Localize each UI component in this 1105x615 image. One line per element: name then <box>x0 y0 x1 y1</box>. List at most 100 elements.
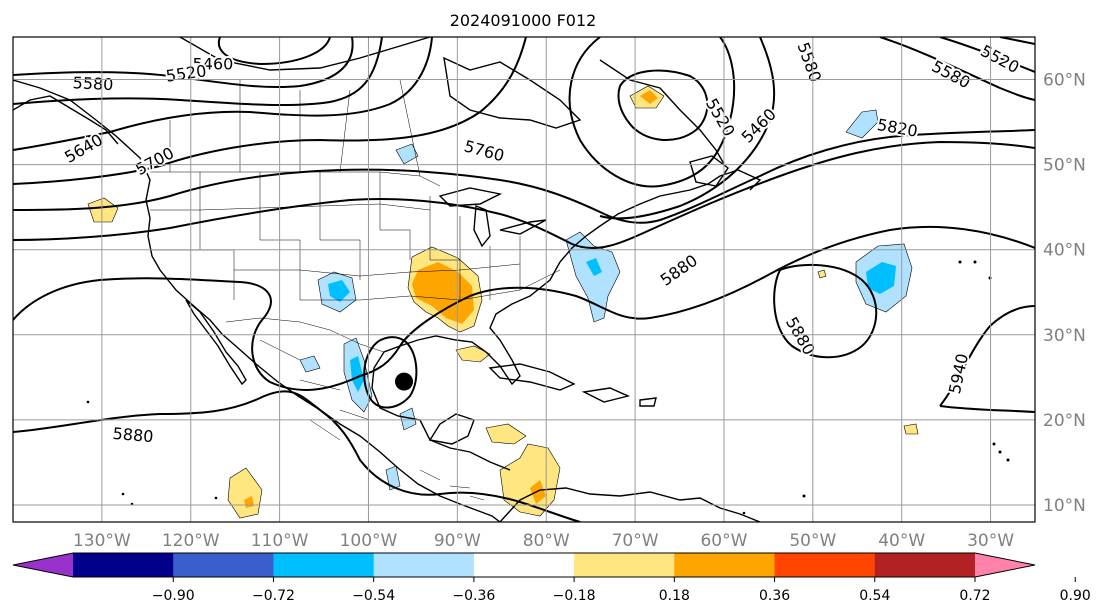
colorbar-segment <box>874 553 976 577</box>
shade-negative-northatlantic <box>845 109 879 139</box>
longitude-label: 30°W <box>967 531 1014 551</box>
contour-5640-a <box>13 37 433 151</box>
shade-positive-florida <box>455 345 491 363</box>
coastline-cuba <box>488 363 576 391</box>
coastline-hispaniola <box>581 387 631 403</box>
coastline-gulf <box>371 261 561 471</box>
latitude-label: 30°N <box>1043 326 1086 346</box>
longitude-label: 100°W <box>340 531 398 551</box>
contour-5940-b <box>939 405 1035 413</box>
shade-negative-quebec <box>395 143 419 165</box>
coastline-pacific <box>13 79 501 522</box>
contour-5880-b <box>773 263 878 359</box>
longitude-label: 130°W <box>73 531 131 551</box>
shade-negative-eastcoast-core <box>586 258 602 276</box>
contour-5580-b <box>599 37 776 220</box>
coastline-hudson <box>443 56 582 129</box>
shade-negative-mexico-core <box>350 356 364 392</box>
contour-5820-a <box>13 140 1035 250</box>
border-centralamerica <box>419 469 485 501</box>
shade-negative-eastcoast <box>565 231 621 323</box>
contour-5460-c <box>999 37 1035 45</box>
shade-negative-mexico-3 <box>399 407 417 431</box>
border-us-mexico <box>225 317 385 353</box>
colorbar-tick-label: 0.54 <box>859 588 890 604</box>
contour-storm <box>363 336 418 409</box>
latitude-labels: 10°N 20°N 30°N 40°N 50°N 60°N <box>1043 71 1086 516</box>
coastline-puertorico <box>639 397 657 407</box>
colorbar-tick-label: −0.18 <box>553 588 596 604</box>
contour-5580-c <box>879 37 1035 101</box>
contour-label: 5520 <box>165 61 208 85</box>
coastline-alaska <box>13 95 119 145</box>
coastline-newfoundland <box>689 155 729 187</box>
contour-5580-a <box>13 37 383 107</box>
colorbar-tick-label: 0.36 <box>759 588 790 604</box>
contour-5460-a <box>217 37 331 66</box>
colorbar-segment <box>574 553 675 577</box>
colorbar: −0.90 −0.72 −0.54 −0.36 −0.18 0.18 0.36 0.54 0.7… <box>12 552 1091 604</box>
island-dot <box>973 260 977 264</box>
contour-5520-b <box>568 37 736 188</box>
latitude-label: 60°N <box>1043 71 1086 91</box>
coastline-arctic <box>179 37 431 71</box>
colorbar-segment <box>774 553 876 577</box>
colorbar-tick-label: −0.54 <box>352 588 395 604</box>
latitude-label: 10°N <box>1043 496 1086 516</box>
shade-positive-southamerica <box>499 443 561 517</box>
colorbar-outline <box>12 552 1036 578</box>
colorbar-segment <box>273 553 375 577</box>
longitude-label: 90°W <box>434 531 481 551</box>
shade-positive-atlantic-small <box>903 423 919 435</box>
longitude-label: 50°W <box>789 531 836 551</box>
latitude-label: 20°N <box>1043 411 1086 431</box>
colorbar-tick-label: −0.36 <box>452 588 495 604</box>
colorbar-segment <box>373 553 475 577</box>
longitude-labels: 130°W 120°W 110°W 100°W 90°W 80°W 70°W 60°W 50°W… <box>73 531 1014 551</box>
colorbar-segment <box>73 553 174 577</box>
colorbar-tick-label: 0.90 <box>1060 588 1091 604</box>
latitude-label: 50°N <box>1043 156 1086 176</box>
shade-negative-mexico-2 <box>299 355 321 373</box>
shade-positive-texas-core <box>412 262 474 324</box>
island-dot <box>992 442 996 446</box>
contour-5460-b <box>617 69 709 142</box>
island-dot <box>214 496 218 500</box>
colorbar-tick-label: 0.18 <box>659 588 690 604</box>
longitude-label: 120°W <box>162 531 220 551</box>
longitude-label: 70°W <box>612 531 659 551</box>
gridlines <box>13 37 1035 522</box>
island-dot <box>998 450 1002 454</box>
colorbar-extend-low <box>13 553 73 577</box>
shade-positive-westcoast <box>87 197 119 223</box>
island-dot <box>1006 458 1010 462</box>
shading-layer <box>87 85 919 519</box>
longitude-label: 60°W <box>700 531 747 551</box>
shade-positive-southamerica-core <box>530 480 546 504</box>
coastline-layer <box>13 37 762 522</box>
colorbar-extend-high <box>975 553 1035 577</box>
shade-positive-caribbean <box>485 423 527 445</box>
shade-positive-atlantic-dot <box>817 269 827 279</box>
colorbar-segment <box>473 553 575 577</box>
island-dot <box>742 511 746 515</box>
island-dot <box>121 492 125 496</box>
contour-5700-a <box>13 37 527 185</box>
contour-label: 5580 <box>72 73 114 94</box>
longitude-label: 80°W <box>523 531 570 551</box>
colorbar-segment <box>173 553 274 577</box>
contour-layer <box>13 37 1035 522</box>
coastline-baja <box>185 299 247 386</box>
longitude-label: 40°W <box>878 531 925 551</box>
latitude-label: 40°N <box>1043 241 1086 261</box>
contour-5760-a <box>13 129 1035 224</box>
contour-5940-a <box>939 305 1035 407</box>
contour-5520-c <box>939 37 1035 73</box>
map-frame <box>12 36 1036 523</box>
colorbar-segment <box>674 553 776 577</box>
shade-negative-atlantic-core <box>866 262 896 294</box>
colorbar-tick-label: −0.72 <box>252 588 295 604</box>
shade-negative-desert-core <box>328 280 350 302</box>
